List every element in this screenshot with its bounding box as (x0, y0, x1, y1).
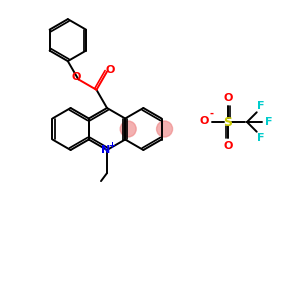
Text: F: F (257, 133, 265, 143)
Text: O: O (199, 116, 209, 126)
Text: +: + (109, 140, 116, 149)
Text: O: O (223, 93, 233, 103)
Text: O: O (223, 141, 233, 151)
Text: -: - (209, 109, 213, 119)
Circle shape (157, 121, 172, 137)
Text: F: F (257, 101, 265, 111)
Text: O: O (105, 64, 115, 75)
Text: F: F (265, 117, 273, 127)
Text: N: N (101, 145, 111, 155)
Text: S: S (224, 116, 232, 128)
Text: O: O (72, 72, 81, 82)
Circle shape (120, 121, 136, 137)
